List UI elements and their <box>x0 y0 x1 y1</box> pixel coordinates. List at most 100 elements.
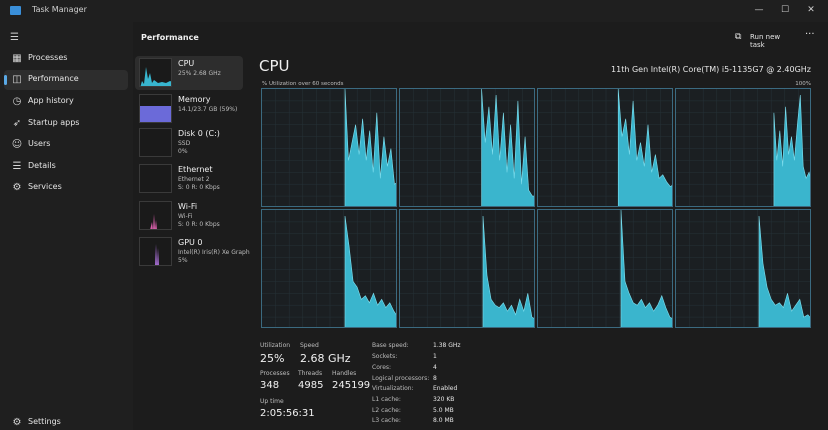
cpu-thumbnail <box>139 58 172 87</box>
spec-key: Virtualization: <box>372 385 414 392</box>
cpu-core-graphs <box>261 88 811 328</box>
core-graph-2 <box>537 88 673 207</box>
core-graph-1 <box>399 88 535 207</box>
details-icon: ☰ <box>12 161 22 172</box>
close-button[interactable]: ✕ <box>807 5 815 15</box>
resource-name: Disk 0 (C:) <box>178 129 220 138</box>
cpu-heading: CPU <box>259 57 290 75</box>
nav-item-processes[interactable]: ▦ Processes <box>4 49 128 69</box>
nav-item-services[interactable]: ⚙ Services <box>4 178 128 198</box>
sidebar: ☰ ▦ Processes ◫ Performance ◷ App histor… <box>0 22 133 430</box>
resource-detail: S: 0 R: 0 Kbps <box>178 184 220 191</box>
nav-item-details[interactable]: ☰ Details <box>4 157 128 177</box>
run-task-label: Run new task <box>750 33 781 49</box>
core-graph-5-svg <box>400 210 534 327</box>
task-manager-icon <box>10 6 21 15</box>
memory-thumb-fill <box>140 106 171 122</box>
core-utilization-area <box>617 89 672 206</box>
nav-item-app-history[interactable]: ◷ App history <box>4 92 128 112</box>
maximize-button[interactable]: ☐ <box>780 5 790 15</box>
spec-key: L1 cache: <box>372 396 401 403</box>
spec-value: 4 <box>433 364 437 371</box>
nav-label: Processes <box>28 53 68 62</box>
resource-item-memory[interactable]: Memory 14.1/23.7 GB (59%) <box>135 92 243 126</box>
settings-icon: ⚙ <box>12 417 22 428</box>
core-graph-4 <box>261 209 397 328</box>
core-graph-1-svg <box>400 89 534 206</box>
window-title: Task Manager <box>32 5 87 14</box>
spec-key: Logical processors: <box>372 375 430 382</box>
spec-key: L2 cache: <box>372 407 401 414</box>
spec-value: Enabled <box>433 385 458 392</box>
spec-value: 8.0 MB <box>433 417 454 424</box>
resource-detail: 25% 2.68 GHz <box>178 70 221 77</box>
resource-name: CPU <box>178 59 195 68</box>
core-utilization-area <box>758 215 810 327</box>
nav-label: Users <box>28 139 51 148</box>
resource-detail: 5% <box>178 257 188 264</box>
core-graph-6-svg <box>538 210 672 327</box>
nav-item-startup-apps[interactable]: ➶ Startup apps <box>4 114 128 134</box>
speed-label: Speed <box>300 342 319 349</box>
resource-detail: SSD <box>178 140 191 147</box>
handles-label: Handles <box>332 370 357 377</box>
title-bar: Task Manager — ☐ ✕ <box>0 0 828 22</box>
nav-label: App history <box>28 96 74 105</box>
spec-key: Sockets: <box>372 353 398 360</box>
core-graph-7 <box>675 209 811 328</box>
nav-label: Settings <box>28 417 61 426</box>
cpu-thumb-fill <box>140 67 171 86</box>
minimize-button[interactable]: — <box>754 5 764 15</box>
nav-label: Startup apps <box>28 118 80 127</box>
users-icon: ☺ <box>11 139 23 150</box>
speed-value: 2.68 GHz <box>300 352 351 365</box>
nav-item-users[interactable]: ☺ Users <box>4 135 128 155</box>
resource-item-ethernet[interactable]: Ethernet Ethernet 2 S: 0 R: 0 Kbps <box>135 162 243 196</box>
processes-value: 348 <box>260 380 280 391</box>
nav-item-settings[interactable]: ⚙ Settings <box>4 413 128 430</box>
run-task-icon: ⧉ <box>735 32 742 42</box>
page-title: Performance <box>141 33 199 42</box>
utilization-max-label: 100% <box>795 81 811 87</box>
resource-item-cpu[interactable]: CPU 25% 2.68 GHz <box>135 56 243 90</box>
wifi-thumb-fill <box>150 214 157 229</box>
uptime-value: 2:05:56:31 <box>260 408 315 419</box>
resource-detail: Intel(R) Iris(R) Xe Graph <box>178 249 250 256</box>
resource-item-disk[interactable]: Disk 0 (C:) SSD 0% <box>135 126 243 160</box>
core-graph-7-svg <box>676 210 810 327</box>
main-panel: Performance ⧉ Run new task ··· CPU 25% 2… <box>133 22 828 430</box>
core-graph-3 <box>675 88 811 207</box>
core-graph-3-svg <box>676 89 810 206</box>
core-utilization-area <box>773 94 810 206</box>
nav-item-performance[interactable]: ◫ Performance <box>4 70 128 90</box>
startup-icon: ➶ <box>12 118 22 129</box>
processes-label: Processes <box>260 370 290 377</box>
core-graph-2-svg <box>538 89 672 206</box>
handles-value: 245199 <box>332 380 371 391</box>
resource-detail: 0% <box>178 148 188 155</box>
uptime-label: Up time <box>260 398 284 405</box>
core-utilization-area <box>344 215 396 327</box>
hamburger-menu-icon[interactable]: ☰ <box>10 32 19 43</box>
resource-detail: Ethernet 2 <box>178 176 210 183</box>
core-graph-4-svg <box>262 210 396 327</box>
resource-name: Memory <box>178 95 211 104</box>
core-utilization-area <box>481 89 534 206</box>
more-options-button[interactable]: ··· <box>805 29 815 40</box>
run-new-task-button[interactable]: ⧉ Run new task <box>735 31 793 49</box>
core-graph-5 <box>399 209 535 328</box>
core-utilization-area <box>482 215 534 327</box>
core-graph-0-svg <box>262 89 396 206</box>
processes-icon: ▦ <box>12 53 22 64</box>
core-graph-0 <box>261 88 397 207</box>
threads-value: 4985 <box>298 380 324 391</box>
spec-key: Base speed: <box>372 342 409 349</box>
ethernet-thumbnail <box>139 164 172 193</box>
resource-name: Ethernet <box>178 165 213 174</box>
resource-item-wifi[interactable]: Wi-Fi Wi-Fi S: 0 R: 0 Kbps <box>135 199 243 233</box>
nav-label: Details <box>28 161 56 170</box>
performance-icon: ◫ <box>12 74 22 85</box>
resource-item-gpu[interactable]: GPU 0 Intel(R) Iris(R) Xe Graph 5% <box>135 235 250 269</box>
spec-value: 1.38 GHz <box>433 342 461 349</box>
memory-thumbnail <box>139 94 172 123</box>
